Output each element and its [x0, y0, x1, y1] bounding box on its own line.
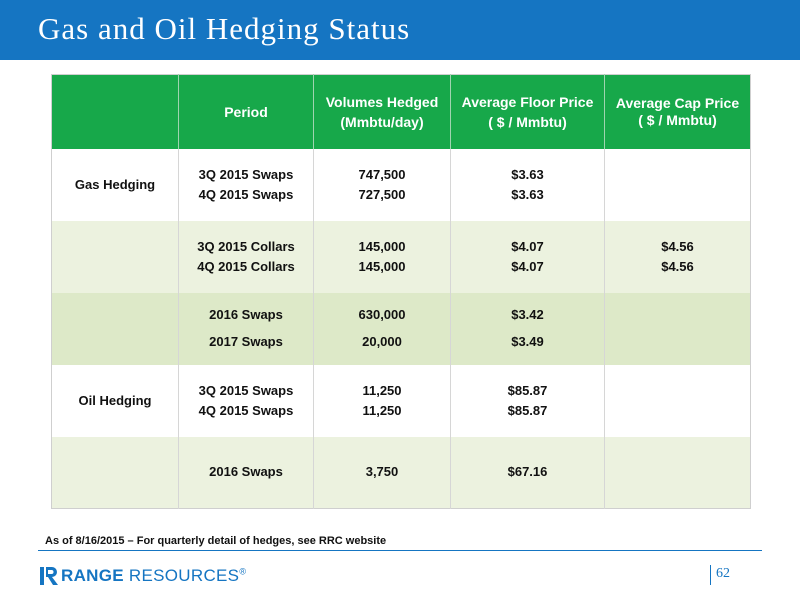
section-label: Oil Hedging: [51, 364, 179, 437]
period-value: 4Q 2015 Swaps: [198, 402, 294, 418]
floor-cell: $67.16: [450, 436, 605, 509]
table-row: Oil Hedging 3Q 2015 Swaps 4Q 2015 Swaps …: [51, 364, 751, 437]
volumes-value: 11,250: [362, 402, 402, 418]
floor-value: $3.63: [511, 186, 544, 202]
floor-value: $3.63: [511, 166, 544, 182]
floor-cell: $3.63 $3.63: [450, 148, 605, 221]
volumes-cell: 11,250 11,250: [313, 364, 451, 437]
header-floor: Average Floor Price ( $ / Mmbtu): [450, 74, 605, 149]
period-value: 4Q 2015 Collars: [197, 258, 295, 274]
slide-title: Gas and Oil Hedging Status: [38, 11, 411, 46]
section-label: [51, 292, 179, 365]
title-bar: Gas and Oil Hedging Status: [0, 0, 800, 60]
floor-value: $3.42: [511, 307, 544, 322]
volumes-value: 20,000: [362, 334, 402, 349]
floor-value: $3.49: [511, 334, 544, 349]
header-floor-line1: Average Floor Price: [461, 93, 594, 110]
table-body: Gas Hedging 3Q 2015 Swaps 4Q 2015 Swaps …: [51, 148, 751, 509]
floor-value: $4.07: [511, 238, 544, 254]
footer-divider: [38, 550, 762, 551]
footnote: As of 8/16/2015 – For quarterly detail o…: [45, 535, 387, 547]
period-value: 2016 Swaps: [209, 307, 283, 322]
header-volumes-line2: (Mmbtu/day): [340, 113, 424, 130]
header-cap-line1: Average Cap Price: [615, 94, 740, 111]
header-volumes: Volumes Hedged (Mmbtu/day): [313, 74, 451, 149]
section-label: [51, 436, 179, 509]
period-value: 3Q 2015 Collars: [197, 238, 295, 254]
cap-value: $4.56: [661, 238, 694, 254]
period-cell: 3Q 2015 Swaps 4Q 2015 Swaps: [178, 148, 314, 221]
range-resources-r-icon: [40, 567, 58, 585]
cap-value: $4.56: [661, 258, 694, 274]
table-row: Gas Hedging 3Q 2015 Swaps 4Q 2015 Swaps …: [51, 148, 751, 221]
floor-cell: $4.07 $4.07: [450, 220, 605, 293]
floor-value: $85.87: [507, 402, 548, 418]
period-value: 4Q 2015 Swaps: [198, 186, 294, 202]
logo-wordmark: RANGE RESOURCES®: [61, 566, 247, 585]
volumes-value: 3,750: [365, 464, 399, 480]
header-volumes-line1: Volumes Hedged: [325, 93, 439, 110]
table-row: 2016 Swaps 3,750 $67.16: [51, 436, 751, 509]
volumes-value: 630,000: [358, 307, 406, 322]
section-label: [51, 220, 179, 293]
volumes-cell: 3,750: [313, 436, 451, 509]
cap-cell: [604, 148, 751, 221]
period-cell: 2016 Swaps: [178, 436, 314, 509]
header-cap-line2: ( $ / Mmbtu): [638, 111, 717, 128]
period-value: 2017 Swaps: [209, 334, 283, 349]
header-cap: Average Cap Price ( $ / Mmbtu): [604, 74, 751, 149]
volumes-value: 11,250: [362, 382, 402, 398]
volumes-cell: 630,000 20,000: [313, 292, 451, 365]
cap-cell: [604, 364, 751, 437]
floor-cell: $3.42 $3.49: [450, 292, 605, 365]
volumes-value: 747,500: [358, 166, 406, 182]
period-value: 2016 Swaps: [209, 464, 283, 480]
table-row: 3Q 2015 Collars 4Q 2015 Collars 145,000 …: [51, 220, 751, 293]
header-period: Period: [178, 74, 314, 149]
volumes-cell: 747,500 727,500: [313, 148, 451, 221]
table-row: 2016 Swaps 2017 Swaps 630,000 20,000 $3.…: [51, 292, 751, 365]
period-cell: 3Q 2015 Collars 4Q 2015 Collars: [178, 220, 314, 293]
volumes-value: 145,000: [358, 258, 406, 274]
floor-value: $67.16: [507, 464, 548, 480]
header-section: [51, 74, 179, 149]
cap-cell: [604, 292, 751, 365]
volumes-value: 727,500: [358, 186, 406, 202]
page-number: 62: [716, 566, 730, 581]
period-value: 3Q 2015 Swaps: [198, 382, 294, 398]
hedging-table: Period Volumes Hedged (Mmbtu/day) Averag…: [51, 74, 751, 509]
volumes-cell: 145,000 145,000: [313, 220, 451, 293]
period-value: 3Q 2015 Swaps: [198, 166, 294, 182]
table-header-row: Period Volumes Hedged (Mmbtu/day) Averag…: [51, 74, 751, 149]
cap-cell: [604, 436, 751, 509]
floor-value: $4.07: [511, 258, 544, 274]
volumes-value: 145,000: [358, 238, 406, 254]
floor-cell: $85.87 $85.87: [450, 364, 605, 437]
page-number-divider: [710, 565, 711, 585]
floor-value: $85.87: [507, 382, 548, 398]
header-floor-line2: ( $ / Mmbtu): [488, 113, 567, 130]
section-label: Gas Hedging: [51, 148, 179, 221]
period-cell: 2016 Swaps 2017 Swaps: [178, 292, 314, 365]
cap-cell: $4.56 $4.56: [604, 220, 751, 293]
company-logo: RANGE RESOURCES®: [40, 566, 246, 586]
period-cell: 3Q 2015 Swaps 4Q 2015 Swaps: [178, 364, 314, 437]
